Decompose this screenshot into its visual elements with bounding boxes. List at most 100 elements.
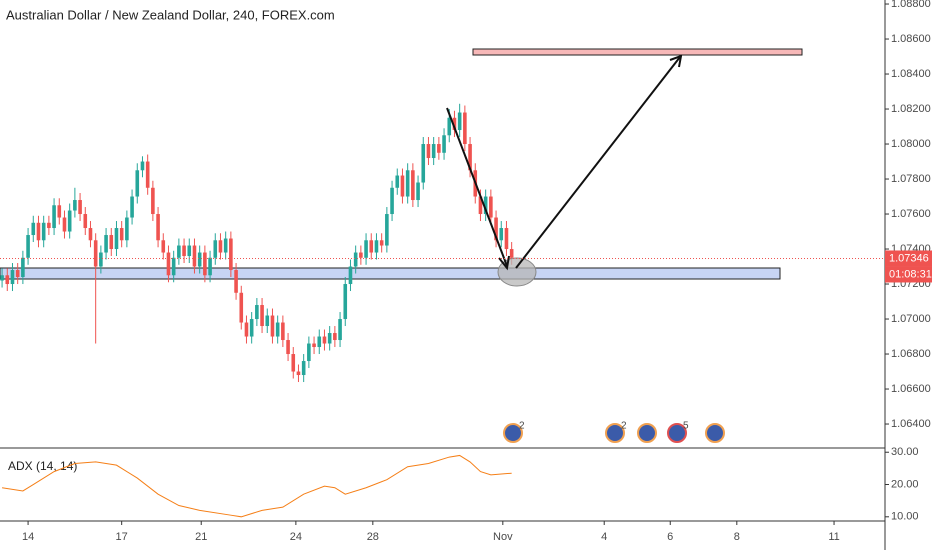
- candle-body: [301, 361, 306, 376]
- y-tick-label: 1.06800: [891, 348, 931, 360]
- candle-body: [395, 175, 400, 188]
- candle-body: [509, 249, 514, 258]
- y-tick-label: 1.08800: [891, 0, 931, 10]
- candle-body: [239, 292, 244, 323]
- candle-body: [161, 240, 166, 253]
- candle-body: [426, 144, 431, 159]
- candle-body: [78, 200, 82, 215]
- candle-body: [447, 117, 452, 136]
- countdown-box: [885, 266, 932, 283]
- candle-body: [130, 196, 134, 218]
- candle-body: [489, 196, 493, 218]
- arrows: [446, 54, 683, 271]
- candle-body: [463, 112, 467, 145]
- candle-body: [333, 333, 337, 341]
- candle-body: [192, 245, 197, 267]
- candle-body: [249, 319, 254, 337]
- event-icon: [637, 423, 657, 443]
- candle-body: [416, 182, 420, 201]
- x-tick-label: 6: [667, 531, 673, 543]
- last-price-box: [885, 250, 932, 267]
- candle-body: [88, 228, 93, 241]
- candle-body: [499, 228, 504, 241]
- x-tick-label: 17: [116, 531, 128, 543]
- candle-body: [73, 200, 77, 211]
- arrow-head: [498, 255, 510, 271]
- target-zone: [472, 48, 803, 56]
- x-tick-label: 14: [22, 531, 34, 543]
- candle-body: [0, 275, 4, 281]
- candle-body: [57, 205, 62, 218]
- candle-body: [151, 187, 155, 215]
- candle-body: [99, 252, 103, 267]
- candle-body: [15, 270, 20, 278]
- event-icon: [503, 423, 523, 443]
- candle-body: [67, 210, 72, 232]
- candle-body: [218, 240, 223, 253]
- y-tick-label: 1.06600: [891, 383, 931, 395]
- candle-body: [322, 336, 327, 344]
- y-tick-label: 1.08200: [891, 103, 931, 115]
- candle-body: [379, 240, 384, 246]
- candle-body: [442, 135, 446, 153]
- candle-body: [31, 222, 36, 236]
- x-tick-label: 8: [734, 531, 740, 543]
- candle-body: [109, 235, 114, 250]
- events: 2 2 5: [503, 421, 725, 443]
- candle-body: [21, 257, 25, 278]
- candle-body: [281, 322, 285, 341]
- candle-body: [26, 235, 30, 258]
- candle-body: [213, 240, 218, 258]
- chart-title: Australian Dollar / New Zealand Dollar, …: [6, 7, 335, 22]
- candle-body: [478, 196, 483, 215]
- x-tick-label: 21: [195, 531, 207, 543]
- candle-body: [504, 228, 509, 250]
- candle-body: [177, 245, 181, 258]
- candle-body: [275, 322, 280, 337]
- support-zone: [0, 267, 781, 280]
- candle-body: [145, 161, 150, 188]
- x-tick-label: 24: [290, 531, 302, 543]
- last-price-label: 1.07346: [889, 252, 929, 264]
- candle-body: [270, 315, 275, 337]
- y-tick-label: 1.07000: [891, 313, 931, 325]
- x-tick-label: 11: [828, 531, 839, 543]
- candle-body: [452, 117, 457, 131]
- candle-body: [229, 238, 233, 271]
- candle-body: [125, 217, 129, 241]
- candle-body: [234, 270, 238, 293]
- candle-body: [208, 257, 212, 276]
- event-icon: [605, 423, 625, 443]
- candle-body: [317, 336, 322, 348]
- candle-body: [62, 217, 67, 232]
- x-tick-label: 4: [601, 531, 607, 543]
- candle-body: [135, 170, 140, 197]
- candle-body: [255, 305, 259, 320]
- x-tick-label: Nov: [493, 531, 513, 543]
- candle-body: [52, 205, 56, 229]
- candle-body: [359, 252, 363, 258]
- candle-body: [114, 228, 119, 250]
- y-tick-label: 10.00: [891, 511, 919, 523]
- candle-body: [411, 170, 415, 201]
- candle-body: [494, 217, 498, 241]
- candle-body: [369, 240, 374, 253]
- candle-body: [468, 144, 472, 171]
- event-count: 2: [621, 421, 627, 432]
- event-count: 5: [683, 421, 689, 432]
- candle-body: [327, 333, 332, 344]
- y-tick-label: 1.06400: [891, 418, 931, 430]
- candle-body: [166, 252, 171, 276]
- candle-body: [291, 354, 296, 372]
- candle-body: [119, 228, 124, 241]
- candle-body: [457, 112, 462, 131]
- candle-body: [47, 222, 51, 229]
- candle-body: [348, 266, 353, 285]
- event-icon: [667, 423, 687, 443]
- candle-body: [41, 222, 46, 241]
- countdown-label: 01:08:31: [889, 268, 932, 280]
- candle-body: [265, 315, 270, 327]
- y-tick-label: 30.00: [891, 446, 919, 458]
- candle-body: [187, 245, 192, 257]
